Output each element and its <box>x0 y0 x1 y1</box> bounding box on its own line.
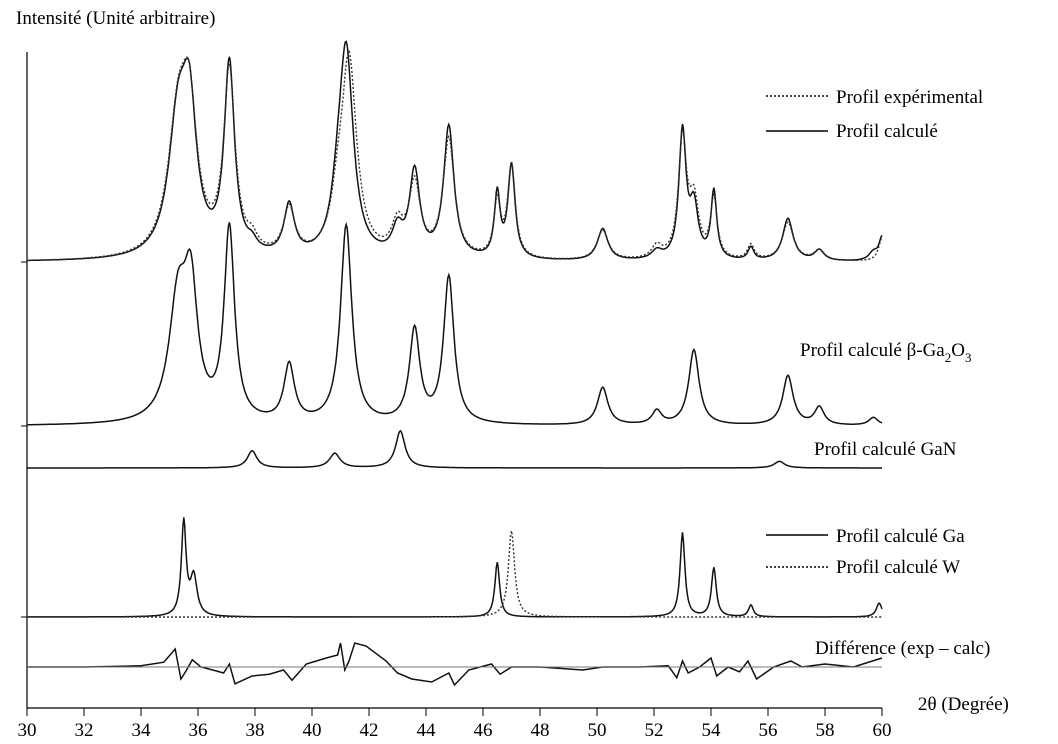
x-tick-label: 58 <box>816 720 835 741</box>
y-axis-label: Intensité (Unité arbitraire) <box>16 8 215 29</box>
x-tick-label: 50 <box>588 720 607 741</box>
x-tick-label: 40 <box>303 720 322 741</box>
x-tick-label: 30 <box>18 720 37 741</box>
legend-calculated-label: Profil calculé <box>836 121 938 142</box>
x-axis-label: 2θ (Degrée) <box>918 694 1009 715</box>
legend-top: Profil expérimental Profil calculé <box>766 87 983 142</box>
series-w <box>27 530 882 618</box>
x-axis-ticks: 30 32 34 36 38 40 42 44 46 48 50 52 54 56 58 60 <box>18 708 892 741</box>
series-ga2o3 <box>27 221 883 426</box>
y-axis-marks <box>21 261 27 618</box>
label-gan: Profil calculé GaN <box>814 439 957 460</box>
x-tick-label: 56 <box>759 720 778 741</box>
x-tick-label: 38 <box>246 720 265 741</box>
x-tick-label: 34 <box>132 720 152 741</box>
x-tick-label: 44 <box>417 720 437 741</box>
x-tick-label: 54 <box>702 720 722 741</box>
x-tick-label: 32 <box>75 720 94 741</box>
x-tick-label: 52 <box>645 720 664 741</box>
legend-experimental-label: Profil expérimental <box>836 87 983 108</box>
curves <box>26 40 883 687</box>
series-gan <box>27 429 882 469</box>
x-tick-label: 36 <box>189 720 208 741</box>
series-diff <box>27 642 883 687</box>
x-tick-label: 46 <box>474 720 493 741</box>
x-tick-label: 42 <box>360 720 379 741</box>
label-w: Profil calculé W <box>836 557 960 578</box>
x-tick-label: 48 <box>531 720 550 741</box>
label-difference: Différence (exp – calc) <box>815 638 990 659</box>
x-tick-label: 60 <box>873 720 892 741</box>
series-ga <box>27 517 883 618</box>
series-exp_total <box>26 50 883 261</box>
label-ga: Profil calculé Ga <box>836 526 965 547</box>
series-calc_total <box>27 40 883 262</box>
label-ga2o3: Profil calculé β-Ga2O3 <box>800 340 971 365</box>
